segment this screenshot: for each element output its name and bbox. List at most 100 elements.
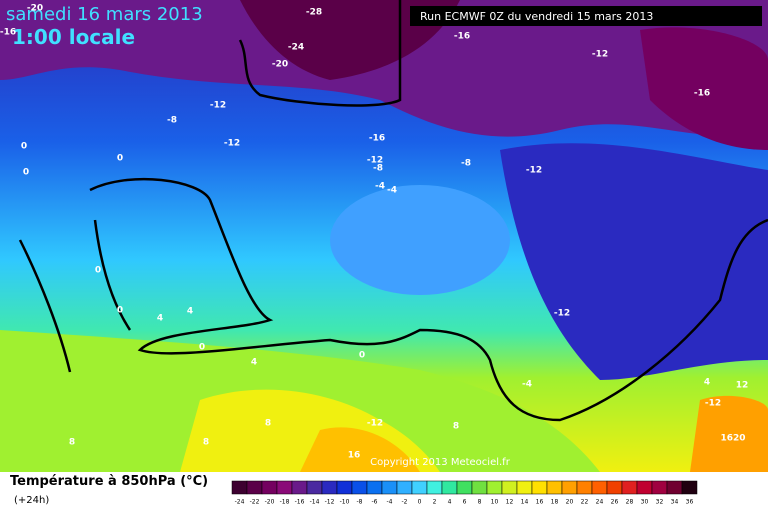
- colorbar-tick-label: 8: [478, 499, 482, 506]
- run-info: Run ECMWF 0Z du vendredi 15 mars 2013: [420, 10, 653, 23]
- colorbar-swatch: [531, 480, 548, 495]
- colorbar-swatch: [636, 480, 653, 495]
- contour-label: 8: [69, 438, 75, 448]
- colorbar-tick-label: 2: [433, 499, 437, 506]
- contour-label: 8: [453, 422, 459, 432]
- colorbar-swatch: [651, 480, 668, 495]
- contour-label: 0: [117, 154, 123, 164]
- colorbar-swatch: [336, 480, 353, 495]
- colorbar-swatch: [501, 480, 518, 495]
- contour-label: -8: [373, 164, 383, 174]
- colorbar-swatch: [276, 480, 293, 495]
- colorbar-tick-label: 16: [536, 499, 544, 506]
- contour-label: 12: [736, 381, 749, 391]
- contour-label: -12: [592, 50, 608, 60]
- colorbar-swatch: [666, 480, 683, 495]
- colorbar-tick-label: 6: [463, 499, 467, 506]
- contour-labels: -20 -28-24-20-16-12-16-12-8-12 -16-12-8 -8-…: [0, 4, 748, 461]
- colorbar-swatch: [321, 480, 338, 495]
- colorbar-tick-label: -22: [250, 499, 260, 506]
- colorbar-tick-label: 36: [686, 499, 694, 506]
- contour-label: 4: [251, 358, 257, 368]
- colorbar-swatch: [561, 480, 578, 495]
- contour-label: 0: [117, 306, 123, 316]
- contour-label: -12: [554, 309, 570, 319]
- colorbar-swatch: [591, 480, 608, 495]
- colorbar-tick-label: -12: [325, 499, 335, 506]
- contour-label: 0: [21, 142, 27, 152]
- colorbar-swatch: [621, 480, 638, 495]
- contour-label: 4: [704, 378, 710, 388]
- contour-label: 0: [199, 343, 205, 353]
- colorbar-swatch: [291, 480, 308, 495]
- colorbar-tick-label: 18: [551, 499, 559, 506]
- colorbar-tick-label: -10: [340, 499, 350, 506]
- colorbar-tick-label: 32: [656, 499, 664, 506]
- contour-label: -8: [461, 159, 471, 169]
- colorbar-swatch: [606, 480, 623, 495]
- colorbar-swatch: [411, 480, 428, 495]
- contour-label: -20: [272, 60, 288, 70]
- colorbar-tick-label: -4: [387, 499, 393, 506]
- colorbar-tick-label: 28: [626, 499, 634, 506]
- colorbar-tick-label: -6: [372, 499, 378, 506]
- contour-label: -12: [705, 399, 721, 409]
- colorbar-tick-label: 34: [671, 499, 679, 506]
- colorbar-swatch: [681, 480, 698, 495]
- contour-label: -24: [288, 43, 304, 53]
- colorbar-swatch: [456, 480, 473, 495]
- contour-label: -12: [367, 419, 383, 429]
- contour-label: -4: [387, 186, 397, 196]
- colorbar-tick-label: 30: [641, 499, 649, 506]
- contour-label: 0: [95, 266, 101, 276]
- colorbar-tick-label: -14: [310, 499, 320, 506]
- contour-label: -4: [522, 380, 532, 390]
- colorbar-tick-label: -8: [357, 499, 363, 506]
- contour-label: 4: [157, 314, 163, 324]
- colorbar-swatch: [261, 480, 278, 495]
- colorbar-swatch: [426, 480, 443, 495]
- contour-label: -12: [367, 156, 383, 166]
- contour-label: 4: [187, 307, 193, 317]
- colorbar-tick-label: 14: [521, 499, 529, 506]
- contour-label: -16: [0, 28, 16, 38]
- contour-label: 8: [203, 438, 209, 448]
- colorbar-tick-label: -20: [265, 499, 275, 506]
- colorbar-swatch: [366, 480, 383, 495]
- colorbar-tick-label: -24: [235, 499, 245, 506]
- colorbar-swatch: [246, 480, 263, 495]
- colorbar-swatch: [396, 480, 413, 495]
- colorbar-tick-label: 10: [491, 499, 499, 506]
- run-box: [410, 6, 762, 26]
- contour-label: 0: [23, 168, 29, 178]
- colorbar-tick-label: -16: [295, 499, 305, 506]
- contour-label: -16: [694, 89, 710, 99]
- contour-label: 1620: [720, 434, 745, 444]
- colorbar-tick-label: 12: [506, 499, 514, 506]
- forecast-date: samedi 16 mars 2013: [6, 4, 203, 25]
- colorbar-tick-label: -18: [280, 499, 290, 506]
- colorbar-swatch: [471, 480, 488, 495]
- colorbar-tick-label: 24: [596, 499, 604, 506]
- map-field: [0, 0, 768, 472]
- colorbar-swatch: [546, 480, 563, 495]
- colorbar-tick-label: 4: [448, 499, 452, 506]
- coastlines: [18, 0, 768, 422]
- footer-title: Température à 850hPa (°C): [10, 474, 208, 489]
- contour-label: -20: [27, 4, 43, 14]
- contour-label: -28: [306, 8, 322, 18]
- contour-label: 16: [348, 451, 361, 461]
- colorbar-tick-label: -2: [402, 499, 408, 506]
- colorbar-tick-label: 26: [611, 499, 619, 506]
- contour-label: -16: [454, 32, 470, 42]
- contour-label: -8: [167, 116, 177, 126]
- forecast-time: 1:00 locale: [12, 25, 135, 49]
- contour-label: -12: [526, 166, 542, 176]
- colorbar-tick-label: 22: [581, 499, 589, 506]
- colorbar-tick-label: 0: [418, 499, 422, 506]
- colorbar-swatch: [351, 480, 368, 495]
- contour-label: 8: [265, 419, 271, 429]
- contour-label: -12: [224, 139, 240, 149]
